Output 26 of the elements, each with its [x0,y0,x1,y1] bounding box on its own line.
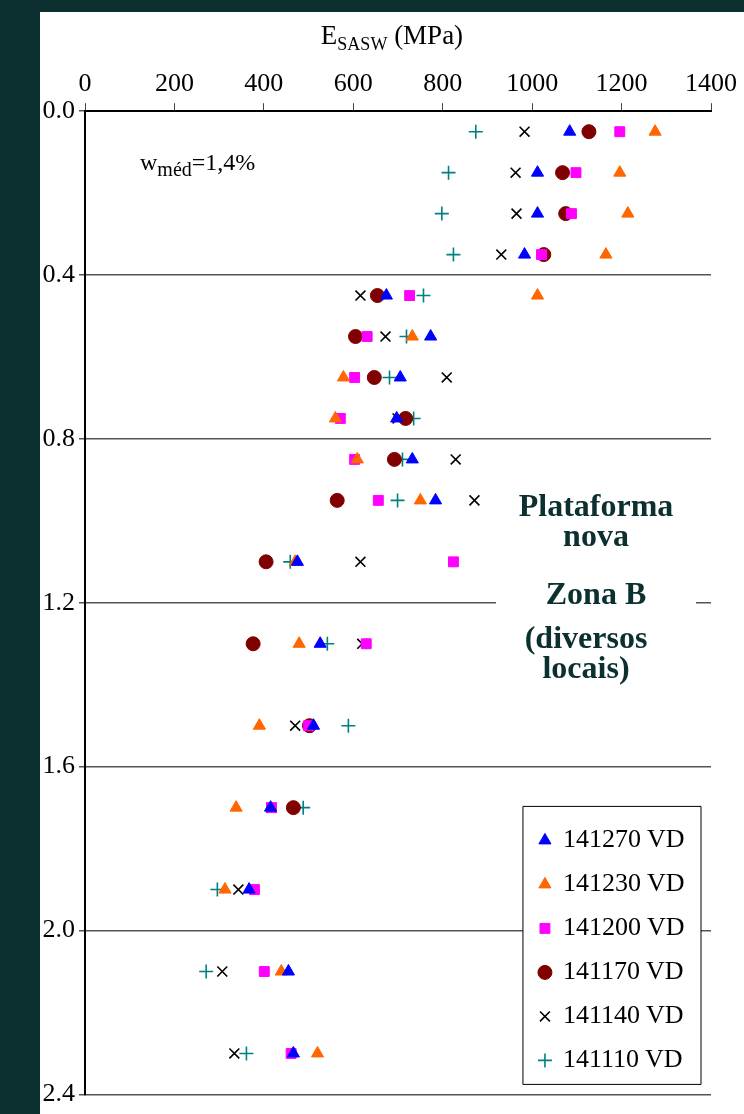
y-tick-label: 0.8 [42,422,75,452]
legend-label: 141200 VD [562,912,685,942]
x-tick-label: 200 [154,68,194,98]
x-tick-label: 400 [244,68,284,98]
legend-label: 141230 VD [562,868,685,898]
y-tick-label: 0.0 [42,95,75,125]
annotation: w$_{méd}$=1,4% [140,149,256,181]
annotation: Plataforma nova [496,487,696,553]
x-tick-label: 1200 [595,68,648,98]
annotation: Zona B [496,575,696,611]
x-tick-label: 1000 [506,68,559,98]
y-tick-label: 2.4 [42,1078,75,1108]
y-tick-label: 1.6 [42,750,75,780]
x-tick-label: 0 [78,68,92,98]
y-tick-label: 0.4 [42,258,75,288]
y-tick-label: 1.2 [42,586,75,616]
legend-label: 141170 VD [562,956,684,986]
annotation: (diversos locais) [496,619,676,685]
legend-label: 141140 VD [562,1000,684,1030]
x-tick-label: 1400 [685,68,737,98]
x-tick-label: 600 [333,68,373,98]
y-tick-label: 2.0 [42,914,75,944]
x-axis-title: E$_{SASW}$ (MPa) [319,20,465,56]
legend-label: 141270 VD [562,824,685,854]
legend-label: 141110 VD [562,1044,683,1074]
x-tick-label: 800 [423,68,463,98]
